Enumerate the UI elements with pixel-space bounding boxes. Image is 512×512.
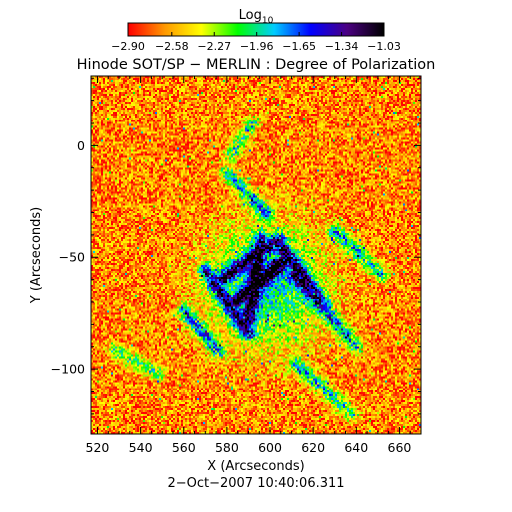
y-tick-label: −50	[59, 250, 85, 265]
x-axis: 520 540 560 580 600 620 640 660	[86, 76, 422, 455]
polarization-heatmap	[91, 76, 421, 434]
colorbar-tick-label: −1.65	[282, 40, 316, 53]
chart-title: Hinode SOT/SP − MERLIN : Degree of Polar…	[77, 57, 436, 73]
colorbar-ticks	[127, 32, 385, 36]
y-axis-label: Y (Arcseconds)	[29, 207, 44, 304]
colorbar: Log10 −2.90 −2.58 −2.27 −1.96 −1.65 −1.34 −1.0…	[111, 8, 401, 53]
plot-frame	[90, 75, 422, 435]
observation-timestamp: 2−Oct−2007 10:40:06.311	[167, 476, 344, 491]
colorbar-tick-label: −2.58	[155, 40, 189, 53]
x-tick-label: 540	[129, 440, 153, 455]
colorbar-label: Log10	[239, 8, 274, 26]
colorbar-frame	[127, 22, 385, 37]
x-tick-label: 620	[301, 440, 325, 455]
colorbar-tick-label: −1.34	[325, 40, 359, 53]
x-tick-label: 580	[215, 440, 239, 455]
x-tick-label: 600	[258, 440, 282, 455]
x-tick-label: 520	[86, 440, 110, 455]
y-axis: 0 −50 −100	[51, 77, 421, 415]
colorbar-tick-labels: −2.90 −2.58 −2.27 −1.96 −1.65 −1.34 −1.03	[111, 40, 401, 53]
plot-area: 520 540 560 580 600 620 640 660 0 −50 −100	[51, 75, 422, 455]
colorbar-tick-label: −1.96	[240, 40, 274, 53]
y-tick-label: 0	[77, 138, 85, 153]
colorbar-gradient	[128, 23, 384, 36]
x-axis-label: X (Arcseconds)	[207, 459, 304, 474]
colorbar-tick-label: −2.90	[111, 40, 145, 53]
y-tick-label: −100	[51, 362, 85, 377]
x-tick-label: 640	[344, 440, 368, 455]
x-tick-label: 560	[172, 440, 196, 455]
colorbar-tick-label: −1.03	[367, 40, 401, 53]
colorbar-tick-label: −2.27	[197, 40, 231, 53]
x-tick-label: 660	[388, 440, 412, 455]
